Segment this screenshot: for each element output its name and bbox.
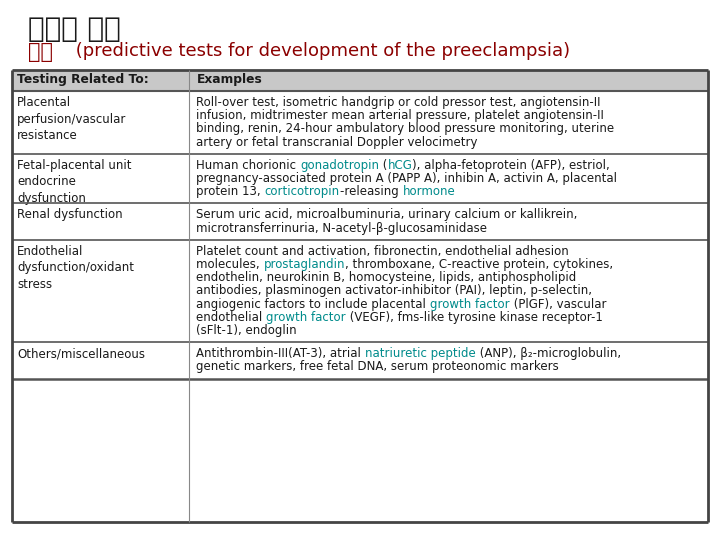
Text: (predictive tests for development of the preeclampsia): (predictive tests for development of the… <box>70 42 570 60</box>
Text: corticotropin: corticotropin <box>265 185 340 198</box>
Text: growth factor: growth factor <box>266 311 346 324</box>
Text: endothelial: endothelial <box>197 311 266 324</box>
Text: Antithrombin-III(AT-3), atrial: Antithrombin-III(AT-3), atrial <box>197 347 365 360</box>
Text: Examples: Examples <box>197 73 262 86</box>
Text: hCG: hCG <box>387 159 413 172</box>
Text: pregnancy-associated protein A (PAPP A), inhibin A, activin A, placental: pregnancy-associated protein A (PAPP A),… <box>197 172 618 185</box>
Text: Others/miscellaneous: Others/miscellaneous <box>17 347 145 360</box>
Text: Renal dysfunction: Renal dysfunction <box>17 208 122 221</box>
Text: genetic markers, free fetal DNA, serum proteonomic markers: genetic markers, free fetal DNA, serum p… <box>197 360 559 373</box>
Text: 예측과 예방: 예측과 예방 <box>28 15 121 43</box>
Text: Human chorionic: Human chorionic <box>197 159 300 172</box>
Text: protein 13,: protein 13, <box>197 185 265 198</box>
Text: hormone: hormone <box>402 185 455 198</box>
Text: ), alpha-fetoprotein (AFP), estriol,: ), alpha-fetoprotein (AFP), estriol, <box>413 159 611 172</box>
Text: endothelin, neurokinin B, homocysteine, lipids, antiphospholipid: endothelin, neurokinin B, homocysteine, … <box>197 271 577 284</box>
Text: binding, renin, 24-hour ambulatory blood pressure monitoring, uterine: binding, renin, 24-hour ambulatory blood… <box>197 123 615 136</box>
Text: , thromboxane, C-reactive protein, cytokines,: , thromboxane, C-reactive protein, cytok… <box>346 258 613 271</box>
Text: infusion, midtrimester mean arterial pressure, platelet angiotensin-II: infusion, midtrimester mean arterial pre… <box>197 109 604 122</box>
Bar <box>12 70 708 91</box>
Text: Testing Related To:: Testing Related To: <box>17 73 149 86</box>
Text: Roll-over test, isometric handgrip or cold pressor test, angiotensin-II: Roll-over test, isometric handgrip or co… <box>197 96 601 109</box>
Text: natriuretic peptide: natriuretic peptide <box>365 347 476 360</box>
Text: Platelet count and activation, fibronectin, endothelial adhesion: Platelet count and activation, fibronect… <box>197 245 570 258</box>
Text: (: ( <box>379 159 387 172</box>
Text: Endothelial
dysfunction/oxidant
stress: Endothelial dysfunction/oxidant stress <box>17 245 134 291</box>
Text: Fetal-placental unit
endocrine
dysfunction: Fetal-placental unit endocrine dysfuncti… <box>17 159 132 205</box>
Text: (PlGF), vascular: (PlGF), vascular <box>510 298 606 310</box>
Text: (ANP), β₂-microglobulin,: (ANP), β₂-microglobulin, <box>476 347 621 360</box>
Text: growth factor: growth factor <box>430 298 510 310</box>
Text: molecules,: molecules, <box>197 258 264 271</box>
Text: (VEGF), fms-like tyrosine kinase receptor-1: (VEGF), fms-like tyrosine kinase recepto… <box>346 311 603 324</box>
Text: 예측: 예측 <box>28 42 53 62</box>
Text: prostaglandin: prostaglandin <box>264 258 346 271</box>
Text: artery or fetal transcranial Doppler velocimetry: artery or fetal transcranial Doppler vel… <box>197 136 478 148</box>
Text: Placental
perfusion/vascular
resistance: Placental perfusion/vascular resistance <box>17 96 127 142</box>
Text: (sFlt-1), endoglin: (sFlt-1), endoglin <box>197 324 297 337</box>
Text: angiogenic factors to include placental: angiogenic factors to include placental <box>197 298 430 310</box>
Text: gonadotropin: gonadotropin <box>300 159 379 172</box>
Text: microtransferrinuria, Ν-acetyl-β-glucosaminidase: microtransferrinuria, Ν-acetyl-β-glucosa… <box>197 221 487 234</box>
Text: -releasing: -releasing <box>340 185 402 198</box>
Text: antibodies, plasminogen activator-inhibitor (PAI), leptin, p-selectin,: antibodies, plasminogen activator-inhibi… <box>197 285 593 298</box>
Text: Serum uric acid, microalbuminuria, urinary calcium or kallikrein,: Serum uric acid, microalbuminuria, urina… <box>197 208 578 221</box>
